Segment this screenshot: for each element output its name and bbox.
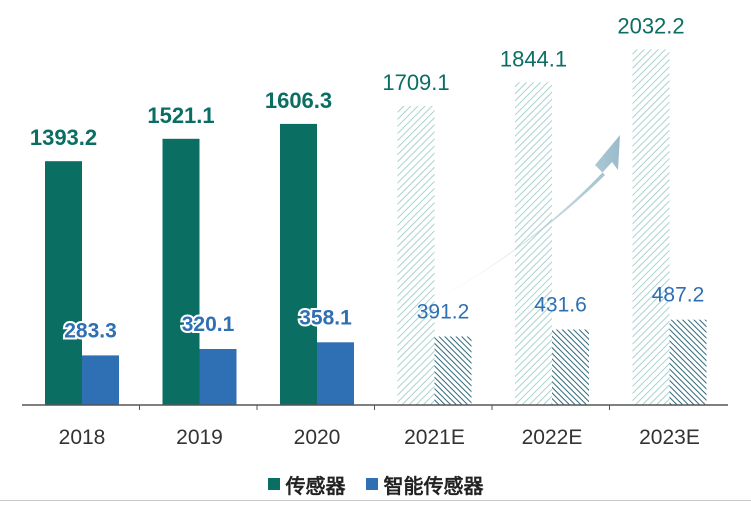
data-label-sensor-2022E: 1844.1: [500, 46, 567, 71]
data-label-sensor-2023E: 2032.2: [617, 13, 684, 38]
bar-sensor-2018: [45, 161, 82, 405]
x-ticks: 2018 2019 2020 2021E 2022E 2023E: [59, 405, 700, 449]
bars-layer: [45, 49, 707, 406]
legend-item-smart-sensor: 智能传感器: [365, 470, 484, 499]
bar-smart-sensor-2019: [199, 349, 237, 405]
legend-item-sensor: 传感器: [267, 470, 346, 499]
legend-swatch-smart-sensor: [365, 478, 378, 490]
x-tick-label-2022E: 2022E: [522, 426, 583, 449]
x-tick-label-2020: 2020: [294, 426, 341, 449]
data-label-smart-sensor-2018: 283.3: [64, 319, 117, 342]
bottom-rule: [0, 500, 751, 501]
x-tick-label-2023E: 2023E: [639, 426, 700, 449]
bar-sensor-2022E: [515, 82, 552, 406]
bar-sensor-2023E: [632, 49, 670, 406]
data-label-smart-sensor-2022E: 431.6: [534, 294, 587, 317]
data-label-sensor-2018: 1393.2: [30, 125, 97, 150]
bar-smart-sensor-2022E: [552, 329, 589, 405]
legend: 传感器 智能传感器: [0, 470, 751, 498]
data-label-smart-sensor-2020: 358.1: [299, 306, 352, 329]
data-label-sensor-2019: 1521.1: [147, 103, 214, 128]
legend-label-smart-sensor: 智能传感器: [383, 473, 484, 498]
data-label-sensor-2020: 1606.3: [265, 88, 332, 113]
x-tick-label-2019: 2019: [176, 426, 223, 449]
legend-label-sensor: 传感器: [285, 473, 346, 498]
bar-smart-sensor-2020: [317, 342, 354, 405]
bar-sensor-2020: [280, 123, 317, 406]
data-label-smart-sensor-2021E: 391.2: [417, 301, 470, 324]
data-label-smart-sensor-2019: 320.1: [182, 313, 235, 336]
bar-smart-sensor-2018: [82, 355, 119, 405]
data-label-sensor-2021E: 1709.1: [382, 70, 449, 95]
bar-sensor-2021E: [397, 105, 435, 406]
x-tick-label-2021E: 2021E: [404, 426, 465, 449]
x-tick-label-2018: 2018: [59, 426, 106, 449]
legend-swatch-sensor: [267, 478, 280, 490]
labels-layer: 1393.2 283.3 1521.1 320.1 1606.3 358.1 1709.1 3…: [30, 13, 705, 344]
bar-sensor-2019: [162, 138, 200, 406]
bar-smart-sensor-2023E: [669, 319, 707, 405]
bar-smart-sensor-2021E: [434, 336, 472, 405]
data-label-smart-sensor-2023E: 487.2: [652, 284, 705, 307]
